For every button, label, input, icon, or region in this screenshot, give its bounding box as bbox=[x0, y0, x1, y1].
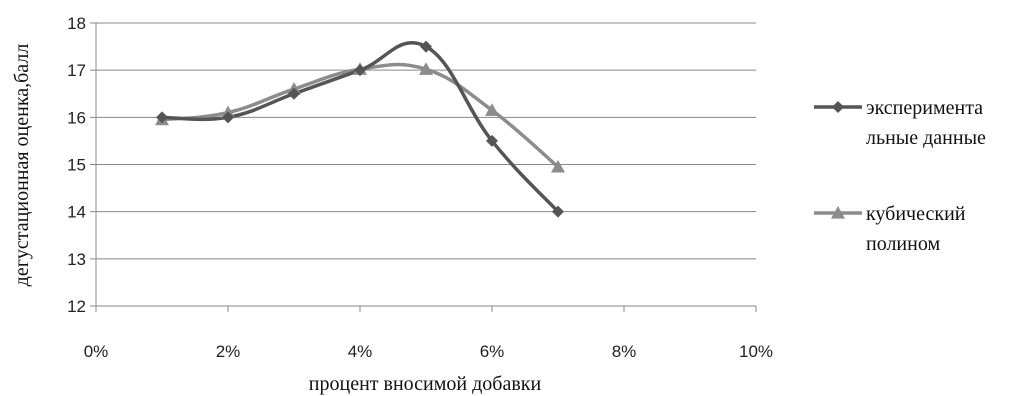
y-axis-title: дегустационная оценка,балл bbox=[11, 44, 33, 287]
y-tick-label: 18 bbox=[67, 14, 86, 33]
x-tick-label: 8% bbox=[612, 342, 637, 361]
point-cubic bbox=[485, 103, 499, 116]
y-tick-label: 17 bbox=[67, 61, 86, 80]
axes bbox=[90, 22, 757, 312]
x-tick-label: 2% bbox=[216, 342, 241, 361]
y-tick-label: 14 bbox=[67, 203, 86, 222]
x-tick-label: 10% bbox=[739, 342, 773, 361]
y-tick-label: 13 bbox=[67, 250, 86, 269]
x-axis-title: процент вносимой добавки bbox=[309, 373, 542, 395]
y-tick-label: 15 bbox=[67, 156, 86, 175]
x-tick-label: 4% bbox=[348, 342, 373, 361]
x-tick-label: 0% bbox=[84, 342, 109, 361]
point-experimental bbox=[156, 111, 168, 124]
legend-label-experimental: эксперимента bbox=[866, 97, 983, 119]
legend-marker-experimental bbox=[832, 101, 844, 113]
legend: эксперимента льные данные кубический полино… bbox=[814, 97, 986, 255]
point-experimental bbox=[222, 111, 234, 124]
legend-label-cubic: кубический bbox=[866, 203, 966, 225]
point-experimental bbox=[486, 134, 498, 147]
x-tick-labels: 0% 2% 4% 6% 8% 10% bbox=[84, 342, 773, 361]
legend-label-experimental: льные данные bbox=[866, 127, 986, 149]
point-experimental bbox=[288, 87, 300, 100]
legend-label-cubic: полином bbox=[866, 233, 940, 255]
legend-marker-cubic bbox=[831, 206, 845, 219]
x-tick-label: 6% bbox=[480, 342, 505, 361]
point-experimental bbox=[552, 205, 564, 218]
point-cubic bbox=[551, 159, 565, 173]
y-tick-label: 12 bbox=[67, 297, 86, 316]
y-tick-label: 16 bbox=[67, 108, 86, 127]
point-experimental bbox=[354, 64, 366, 77]
y-tick-labels: 12 13 14 15 16 17 18 bbox=[67, 14, 86, 316]
series-markers bbox=[155, 40, 565, 218]
point-experimental bbox=[420, 40, 432, 53]
point-cubic bbox=[419, 62, 433, 75]
